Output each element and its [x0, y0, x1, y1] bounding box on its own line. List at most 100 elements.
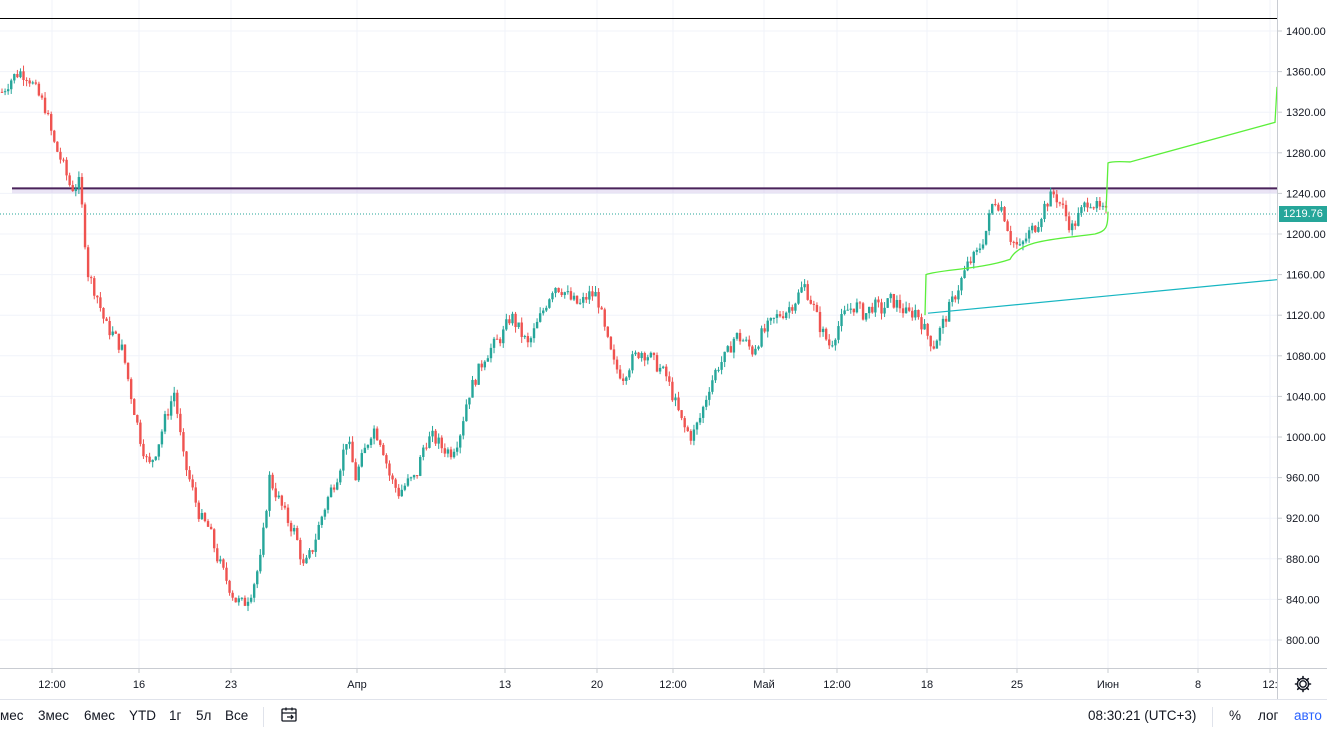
- candle-body: [585, 297, 588, 300]
- candle-body: [883, 307, 886, 314]
- candle: [422, 444, 425, 461]
- candle-body: [292, 528, 296, 532]
- candle-body: [240, 597, 244, 599]
- auto-scale-toggle[interactable]: авто: [1294, 708, 1322, 723]
- candle-body: [578, 302, 582, 304]
- candle: [954, 295, 957, 303]
- candle-body: [136, 415, 139, 423]
- candle-body: [508, 319, 511, 324]
- candle-body: [560, 292, 563, 296]
- candle-body: [43, 97, 47, 113]
- candle: [74, 184, 78, 197]
- candle: [77, 171, 81, 195]
- candle-body: [554, 287, 557, 294]
- candle: [296, 525, 299, 541]
- price-tick-label: 1240.00: [1286, 188, 1326, 200]
- candle-body: [941, 318, 945, 328]
- candle-body: [597, 291, 600, 308]
- candle: [151, 459, 154, 468]
- candle: [246, 597, 250, 612]
- candle-body: [219, 559, 222, 562]
- candle: [646, 354, 649, 365]
- candle-body: [714, 369, 717, 381]
- candle: [812, 300, 816, 311]
- range-ytd-button[interactable]: YTD: [129, 708, 156, 723]
- candle: [775, 309, 779, 324]
- candle-body: [339, 470, 342, 483]
- chart-settings-button[interactable]: [1277, 668, 1327, 699]
- candle-body: [938, 327, 942, 341]
- candle-body: [760, 328, 763, 347]
- candle: [871, 302, 874, 314]
- range-1y-button[interactable]: 1г: [169, 708, 182, 723]
- candle-body: [237, 598, 240, 603]
- candle-body: [486, 358, 490, 362]
- chart-canvas[interactable]: [0, 0, 1277, 668]
- candle-body: [618, 369, 622, 379]
- candle: [901, 303, 905, 318]
- candle: [419, 455, 422, 477]
- log-scale-toggle[interactable]: лог: [1258, 708, 1279, 723]
- price-tick-label: 1080.00: [1286, 351, 1326, 363]
- candle: [117, 333, 121, 354]
- candle-body: [1055, 194, 1058, 203]
- range-6m-button[interactable]: 6мес: [84, 708, 116, 723]
- range-3m-button[interactable]: 3мес: [38, 708, 70, 723]
- candle-body: [545, 307, 548, 311]
- range-1m-button[interactable]: мес: [0, 708, 24, 723]
- candle-body: [671, 381, 674, 401]
- range-all-button[interactable]: Все: [225, 708, 249, 723]
- candle-body: [302, 559, 305, 564]
- price-axis[interactable]: 1400.00 1360.00 1320.00 1280.00 1240.00 1200.…: [1277, 0, 1327, 668]
- percent-scale-toggle[interactable]: %: [1229, 708, 1242, 723]
- candle-body: [791, 307, 794, 311]
- candle: [256, 569, 259, 589]
- candle-body: [6, 89, 10, 92]
- candle: [1089, 203, 1092, 209]
- candle-body: [738, 332, 742, 342]
- candle: [243, 595, 247, 607]
- candle-body: [1024, 238, 1028, 242]
- candle-body: [588, 291, 591, 300]
- clock-timezone[interactable]: 08:30:21 (UTC+3): [1088, 708, 1197, 723]
- chart-area[interactable]: [0, 0, 1277, 668]
- candle: [821, 326, 825, 337]
- date-range-button[interactable]: [280, 706, 298, 727]
- candle: [701, 405, 705, 424]
- candle-body: [262, 527, 265, 555]
- candle: [698, 413, 702, 426]
- candle-body: [775, 314, 779, 318]
- candle-body: [652, 352, 656, 356]
- candle: [80, 173, 84, 208]
- candle-body: [1021, 241, 1025, 245]
- candle-body: [809, 299, 812, 304]
- candle-body: [194, 487, 197, 503]
- candle-body: [222, 559, 225, 568]
- candle-body: [877, 299, 880, 303]
- time-tick-label: Май: [753, 679, 775, 691]
- candle: [354, 458, 357, 481]
- candle-body: [594, 291, 597, 297]
- candle-body: [19, 71, 22, 78]
- candle: [640, 351, 643, 362]
- candle-body: [314, 539, 317, 552]
- candle: [3, 88, 7, 96]
- candle: [1024, 232, 1028, 244]
- candle: [382, 442, 385, 456]
- candle-body: [1037, 227, 1040, 232]
- candle-body: [71, 185, 74, 192]
- time-axis[interactable]: 12:00 16 23 Апр 13 20 12:00 Май 12:00 18 25 Июн 8 12:: [0, 668, 1278, 699]
- candle: [683, 416, 686, 433]
- candle-body: [794, 303, 797, 311]
- candle-body: [483, 361, 487, 368]
- candle-body: [926, 323, 929, 336]
- candle: [886, 298, 889, 309]
- candle: [618, 365, 622, 380]
- candle: [240, 597, 244, 601]
- range-5y-button[interactable]: 5л: [196, 708, 212, 723]
- time-tick-label: 8: [1195, 679, 1201, 691]
- candle: [769, 317, 773, 325]
- candle: [1064, 200, 1068, 222]
- candle-body: [569, 291, 573, 300]
- candle-body: [1015, 241, 1019, 245]
